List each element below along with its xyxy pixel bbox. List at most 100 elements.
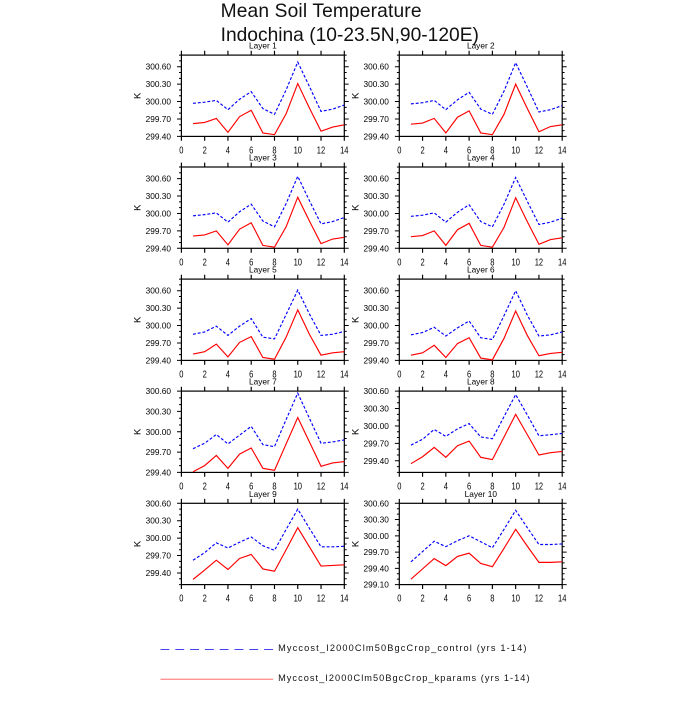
svg-text:4: 4 — [226, 593, 230, 605]
svg-text:0: 0 — [179, 256, 183, 268]
svg-text:2: 2 — [421, 256, 425, 268]
svg-text:299.10: 299.10 — [364, 580, 390, 590]
svg-text:299.70: 299.70 — [364, 547, 390, 557]
svg-text:10: 10 — [512, 480, 521, 492]
svg-text:0: 0 — [179, 368, 183, 380]
svg-text:6: 6 — [467, 593, 471, 605]
svg-text:300.60: 300.60 — [364, 174, 390, 184]
svg-text:300.30: 300.30 — [146, 516, 172, 526]
svg-text:299.40: 299.40 — [146, 467, 172, 477]
svg-text:300.60: 300.60 — [146, 498, 172, 508]
svg-text:2: 2 — [421, 144, 425, 156]
svg-text:300.30: 300.30 — [146, 79, 172, 89]
svg-text:0: 0 — [397, 144, 401, 156]
svg-text:Layer 2: Layer 2 — [467, 41, 495, 51]
svg-text:12: 12 — [535, 256, 544, 268]
svg-text:8: 8 — [490, 480, 494, 492]
svg-text:300.30: 300.30 — [364, 303, 390, 313]
svg-text:300.60: 300.60 — [146, 286, 172, 296]
svg-text:300.30: 300.30 — [146, 303, 172, 313]
svg-text:4: 4 — [226, 144, 230, 156]
svg-text:2: 2 — [203, 480, 207, 492]
svg-text:6: 6 — [249, 593, 253, 605]
svg-text:300.60: 300.60 — [364, 498, 390, 508]
svg-text:Layer 4: Layer 4 — [467, 153, 495, 163]
svg-text:10: 10 — [512, 593, 521, 605]
svg-text:14: 14 — [340, 256, 349, 268]
svg-text:300.60: 300.60 — [364, 386, 390, 396]
svg-text:14: 14 — [558, 368, 567, 380]
svg-text:299.40: 299.40 — [364, 563, 390, 573]
svg-text:Layer 1: Layer 1 — [249, 41, 277, 51]
svg-text:6: 6 — [467, 256, 471, 268]
svg-text:K: K — [350, 316, 361, 323]
svg-text:300.60: 300.60 — [146, 174, 172, 184]
svg-text:14: 14 — [340, 368, 349, 380]
svg-text:6: 6 — [467, 368, 471, 380]
svg-text:8: 8 — [272, 256, 276, 268]
svg-text:K: K — [350, 540, 361, 547]
svg-text:300.30: 300.30 — [364, 79, 390, 89]
svg-text:10: 10 — [512, 144, 521, 156]
svg-text:Myccost_I2000Clm50BgcCrop_cont: Myccost_I2000Clm50BgcCrop_control (yrs 1… — [278, 643, 526, 653]
svg-text:0: 0 — [179, 593, 183, 605]
svg-text:300.30: 300.30 — [364, 404, 390, 414]
svg-text:14: 14 — [558, 144, 567, 156]
svg-text:14: 14 — [558, 593, 567, 605]
svg-text:14: 14 — [340, 144, 349, 156]
svg-text:299.70: 299.70 — [146, 551, 172, 561]
svg-text:300.30: 300.30 — [364, 515, 390, 525]
svg-text:300.30: 300.30 — [146, 191, 172, 201]
svg-text:Layer 10: Layer 10 — [465, 489, 498, 499]
svg-text:8: 8 — [272, 480, 276, 492]
svg-text:K: K — [132, 540, 143, 547]
svg-text:0: 0 — [397, 256, 401, 268]
svg-text:299.40: 299.40 — [146, 131, 172, 141]
svg-text:2: 2 — [421, 593, 425, 605]
svg-text:8: 8 — [490, 368, 494, 380]
svg-text:12: 12 — [317, 480, 326, 492]
svg-text:2: 2 — [203, 256, 207, 268]
svg-text:4: 4 — [444, 368, 448, 380]
svg-text:300.00: 300.00 — [146, 321, 172, 331]
svg-text:299.40: 299.40 — [364, 243, 390, 253]
svg-text:14: 14 — [558, 256, 567, 268]
svg-text:14: 14 — [340, 593, 349, 605]
svg-text:300.60: 300.60 — [146, 62, 172, 72]
svg-text:2: 2 — [203, 144, 207, 156]
svg-text:300.60: 300.60 — [146, 386, 172, 396]
svg-text:Layer 9: Layer 9 — [249, 489, 277, 499]
svg-text:0: 0 — [397, 368, 401, 380]
svg-text:Layer 3: Layer 3 — [249, 153, 277, 163]
svg-text:300.00: 300.00 — [146, 533, 172, 543]
svg-text:2: 2 — [203, 368, 207, 380]
svg-text:299.40: 299.40 — [364, 131, 390, 141]
svg-text:2: 2 — [421, 368, 425, 380]
svg-text:10: 10 — [294, 144, 303, 156]
svg-text:10: 10 — [512, 256, 521, 268]
svg-text:299.70: 299.70 — [364, 438, 390, 448]
svg-text:299.70: 299.70 — [364, 226, 390, 236]
svg-text:300.30: 300.30 — [146, 406, 172, 416]
svg-text:K: K — [350, 204, 361, 211]
svg-text:12: 12 — [535, 144, 544, 156]
svg-text:K: K — [132, 428, 143, 435]
svg-text:6: 6 — [467, 480, 471, 492]
svg-text:10: 10 — [294, 593, 303, 605]
svg-text:4: 4 — [444, 256, 448, 268]
svg-text:300.00: 300.00 — [146, 209, 172, 219]
svg-text:Layer 6: Layer 6 — [467, 265, 495, 275]
svg-text:8: 8 — [490, 144, 494, 156]
svg-text:300.00: 300.00 — [364, 531, 390, 541]
svg-text:12: 12 — [535, 593, 544, 605]
svg-text:12: 12 — [535, 368, 544, 380]
svg-text:12: 12 — [535, 480, 544, 492]
svg-text:300.00: 300.00 — [364, 421, 390, 431]
svg-text:8: 8 — [490, 256, 494, 268]
svg-text:300.00: 300.00 — [146, 427, 172, 437]
svg-text:K: K — [132, 316, 143, 323]
svg-text:12: 12 — [317, 593, 326, 605]
svg-text:6: 6 — [249, 256, 253, 268]
svg-text:8: 8 — [272, 593, 276, 605]
svg-text:K: K — [350, 92, 361, 99]
